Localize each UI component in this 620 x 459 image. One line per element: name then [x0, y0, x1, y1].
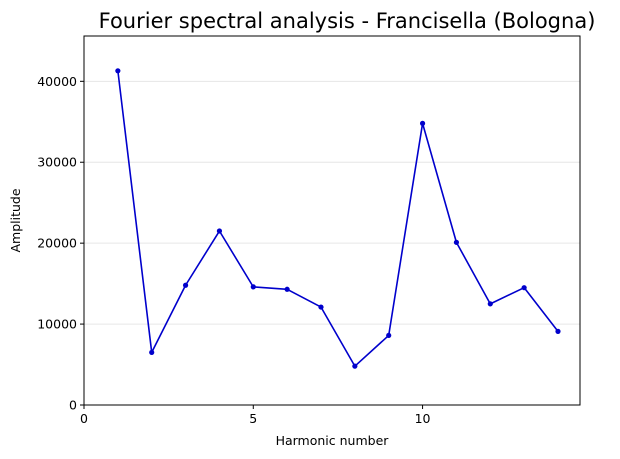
y-tick-label: 10000	[37, 317, 77, 332]
x-tick-label: 0	[80, 411, 88, 426]
data-point	[386, 332, 392, 339]
data-point	[318, 304, 324, 310]
data-point	[149, 349, 155, 356]
gridlines	[84, 80, 580, 325]
x-tick-label: 10	[415, 411, 431, 426]
data-point	[453, 239, 460, 245]
x-axis-label: Harmonic number	[276, 433, 390, 448]
data-point	[352, 363, 358, 369]
data-point	[521, 285, 527, 291]
x-axis-ticks: 0 5 10	[80, 405, 431, 426]
y-tick-label: 0	[69, 398, 77, 413]
y-tick-label: 40000	[37, 74, 77, 89]
y-axis-ticks: 0 10000 20000 30000 40000	[37, 74, 84, 413]
series-line	[117, 70, 559, 367]
data-point	[487, 301, 493, 307]
data-point	[250, 284, 256, 290]
data-point	[284, 286, 290, 292]
plot-area-frame	[83, 35, 581, 406]
data-point	[182, 282, 189, 288]
x-tick-label: 5	[249, 411, 257, 426]
data-point	[555, 328, 561, 334]
y-tick-label: 30000	[37, 155, 77, 170]
y-axis-label: Amplitude	[8, 188, 23, 252]
y-tick-label: 20000	[37, 236, 77, 251]
chart-title: Fourier spectral analysis - Francisella …	[99, 9, 596, 33]
data-series	[115, 68, 561, 369]
data-point	[419, 120, 426, 126]
data-point	[216, 228, 223, 234]
data-point	[115, 68, 121, 74]
